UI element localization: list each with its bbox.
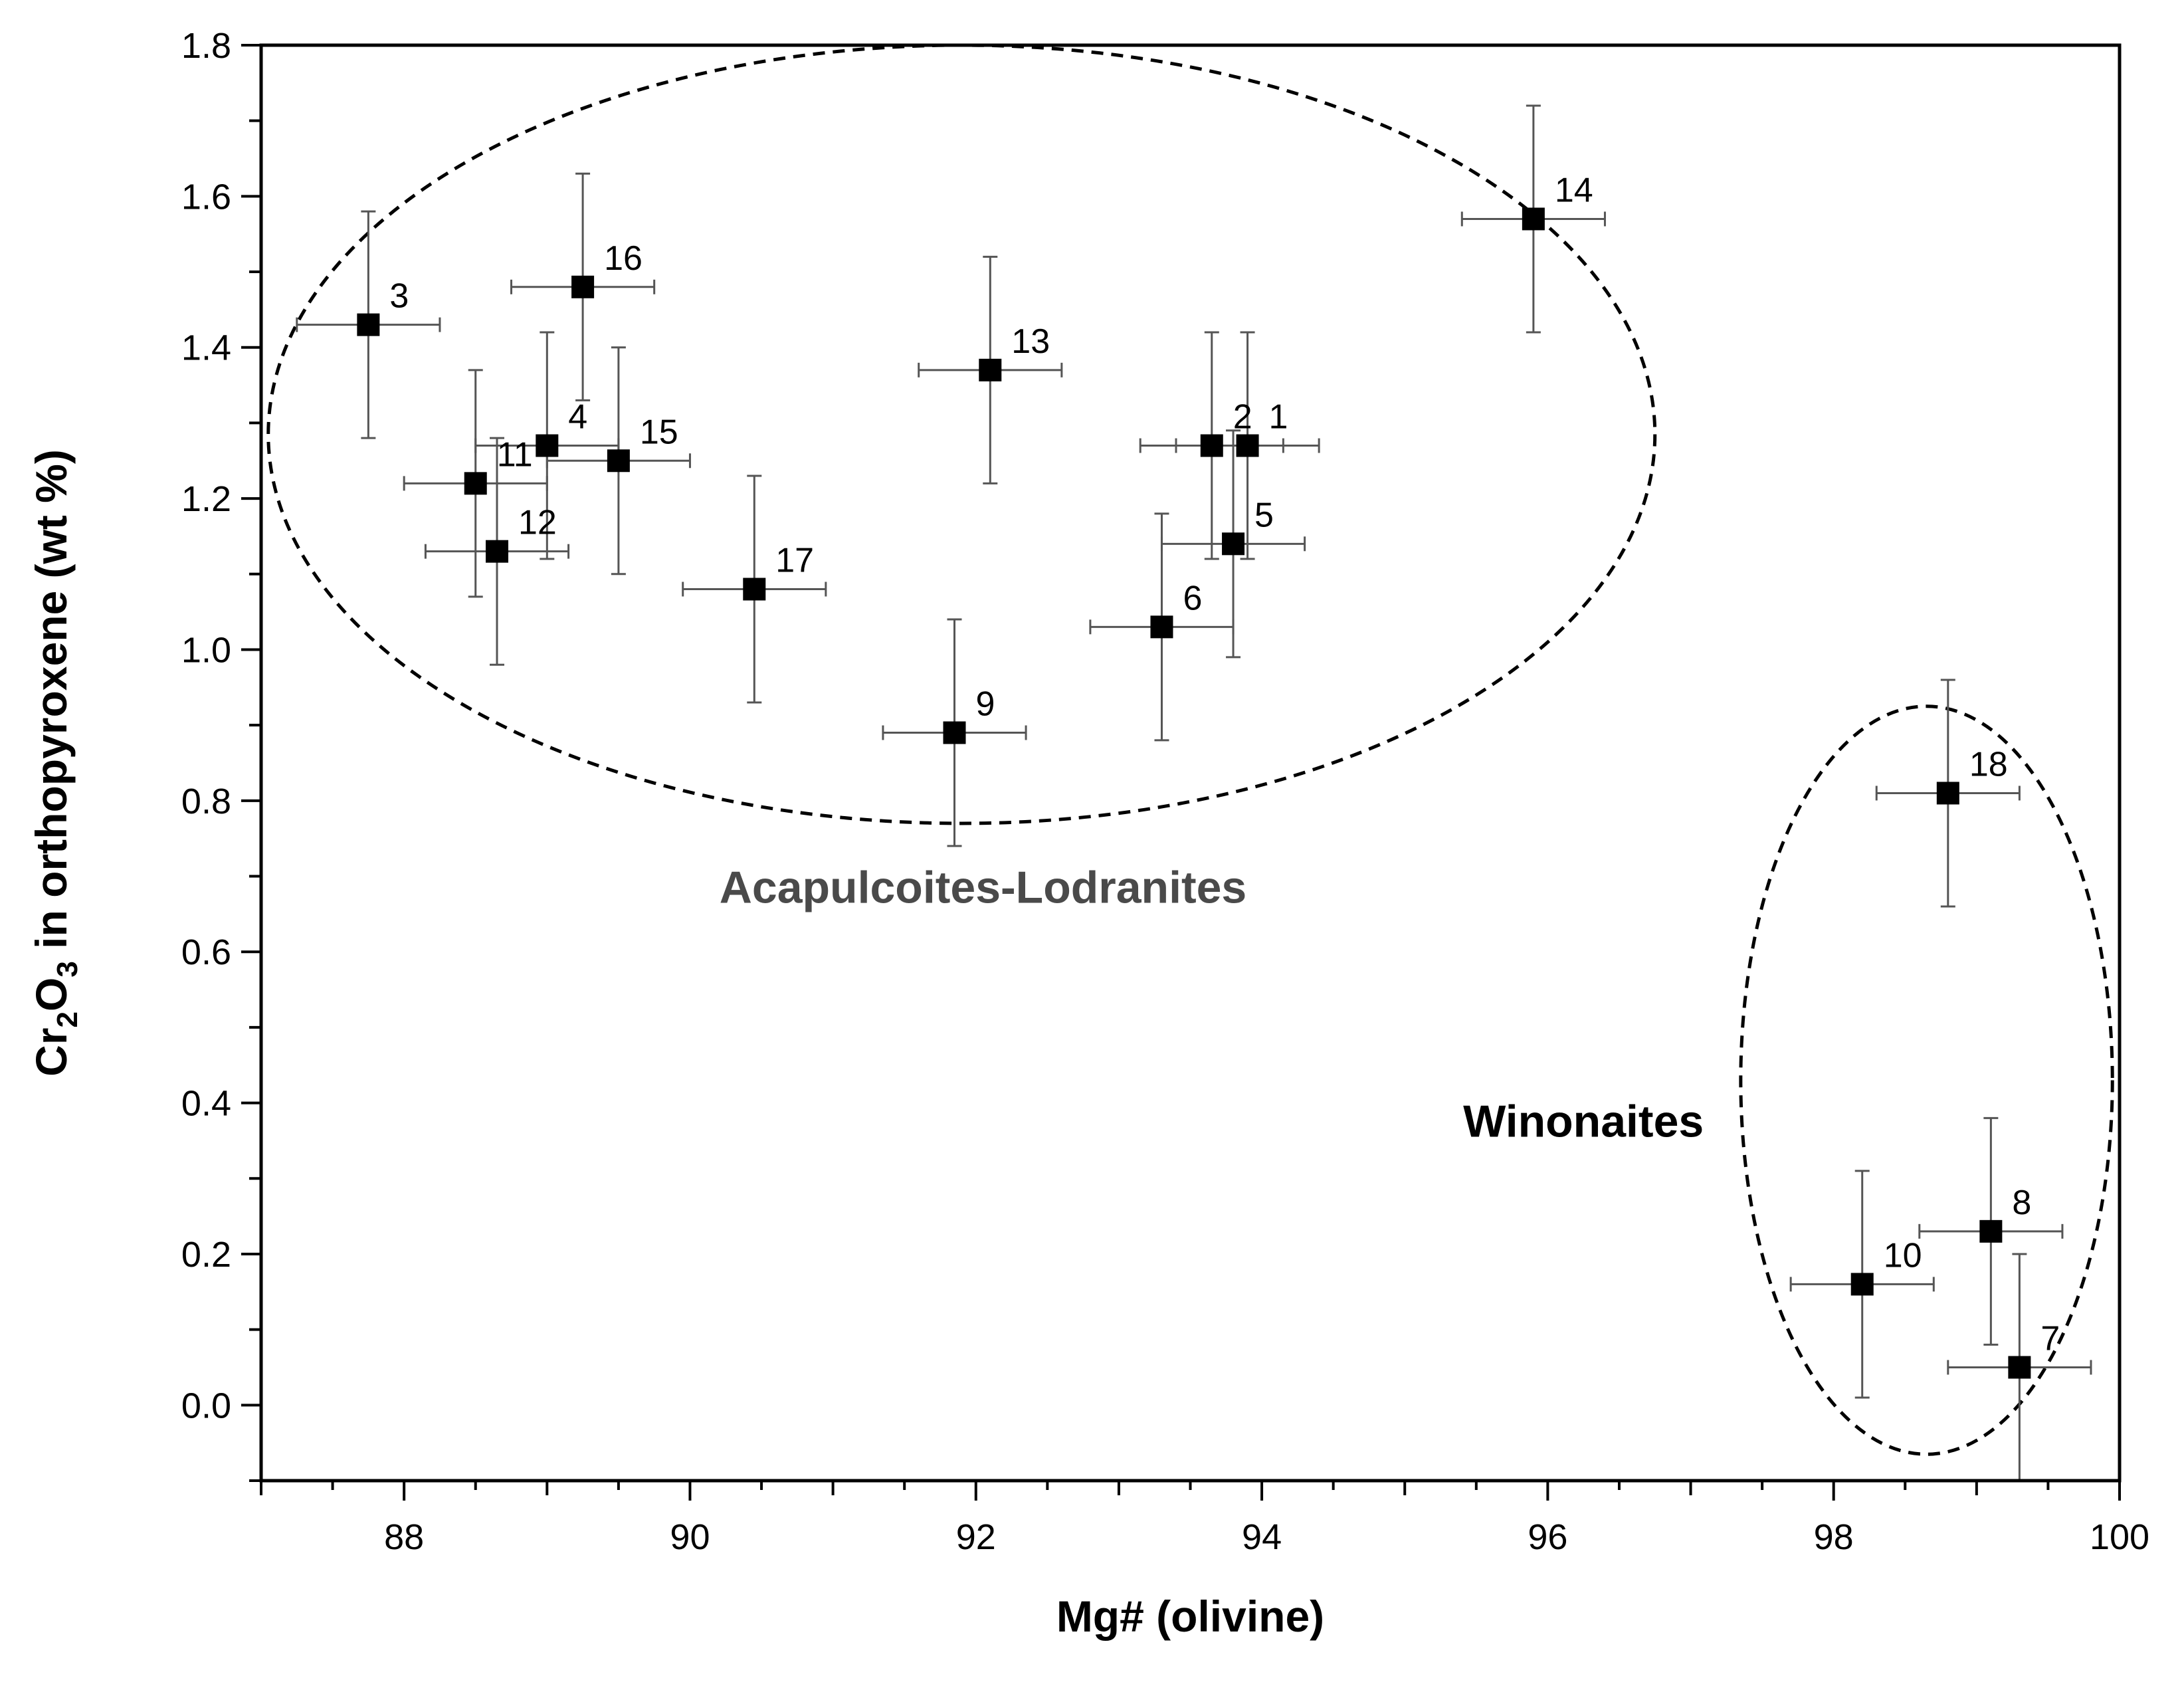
point-label: 12: [518, 504, 557, 542]
y-axis-title: Cr2O3 in orthopyroxene (wt %): [27, 449, 84, 1077]
y-tick-label: 0.0: [181, 1386, 231, 1426]
data-point: [2008, 1356, 2031, 1379]
point-label: 13: [1011, 322, 1050, 361]
data-point: [1222, 532, 1245, 556]
data-point: [1522, 207, 1545, 231]
point-label: 6: [1183, 579, 1202, 617]
group-labels: Acapulcoites-Lodranites Winonaites: [720, 862, 1704, 1146]
y-axis-ticks: 0.0 0.2 0.4 0.6 0.8 1.0 1.2 1.4 1.6 1.8: [181, 26, 261, 1482]
x-tick-label: 100: [2090, 1517, 2149, 1557]
point-label: 14: [1555, 171, 1593, 209]
data-point: [943, 721, 966, 744]
y-title-prefix: Cr: [27, 1027, 76, 1076]
data-point: [1236, 434, 1259, 457]
y-tick-label: 1.0: [181, 630, 231, 670]
data-point: [464, 472, 487, 495]
x-axis-title: Mg# (olivine): [1056, 1592, 1324, 1641]
plot-frame: [259, 43, 2122, 1483]
y-tick-label: 1.8: [181, 26, 231, 66]
data-point: [743, 578, 766, 601]
error-bars: [296, 104, 2092, 1482]
y-tick-label: 1.2: [181, 479, 231, 519]
group-ellipse: [1739, 704, 2114, 1456]
data-point: [1936, 782, 1959, 805]
group-ellipses: [266, 43, 2114, 1456]
group-label: Acapulcoites-Lodranites: [720, 862, 1247, 912]
x-tick-label: 96: [1528, 1517, 1567, 1557]
y-tick-label: 0.6: [181, 932, 231, 972]
data-point: [1200, 434, 1223, 457]
point-label: 8: [2012, 1184, 2031, 1222]
data-point: [536, 434, 559, 457]
y-title-sub1: 2: [51, 1011, 84, 1027]
y-tick-label: 0.4: [181, 1084, 231, 1124]
data-point: [979, 358, 1002, 381]
x-tick-label: 92: [956, 1517, 996, 1557]
point-label: 16: [604, 239, 643, 278]
point-label: 4: [568, 398, 587, 437]
x-tick-label: 90: [670, 1517, 710, 1557]
point-label: 1: [1269, 398, 1288, 437]
point-label: 9: [975, 685, 995, 724]
y-tick-label: 0.8: [181, 782, 231, 821]
point-label: 3: [389, 277, 409, 316]
point-label: 18: [1969, 745, 2008, 784]
data-point: [1979, 1219, 2003, 1243]
data-point: [486, 540, 509, 563]
y-title-mid: O: [27, 978, 76, 1011]
y-title-sub2: 3: [51, 961, 84, 977]
y-tick-label: 0.2: [181, 1235, 231, 1275]
y-tick-label: 1.4: [181, 328, 231, 368]
y-title-suffix: in orthopyroxene (wt %): [27, 449, 76, 961]
point-label: 10: [1884, 1236, 1922, 1275]
x-axis-ticks: 88 90 92 94 96 98 100: [260, 1481, 2149, 1557]
point-label: 17: [775, 542, 814, 580]
point-label: 15: [640, 413, 678, 451]
data-point: [1850, 1273, 1874, 1296]
data-point: [357, 313, 380, 336]
data-point: [1150, 615, 1173, 639]
point-label: 2: [1233, 398, 1252, 437]
x-tick-label: 88: [384, 1517, 424, 1557]
point-label: 5: [1254, 496, 1274, 534]
data-point: [607, 449, 630, 473]
data-point: [571, 275, 595, 298]
data-markers: [357, 207, 2031, 1379]
y-tick-label: 1.6: [181, 177, 231, 217]
point-label: 7: [2040, 1319, 2060, 1358]
point-label: 11: [497, 435, 533, 474]
x-tick-label: 98: [1814, 1517, 1854, 1557]
x-tick-label: 94: [1242, 1517, 1282, 1557]
group-label: Winonaites: [1463, 1097, 1704, 1147]
